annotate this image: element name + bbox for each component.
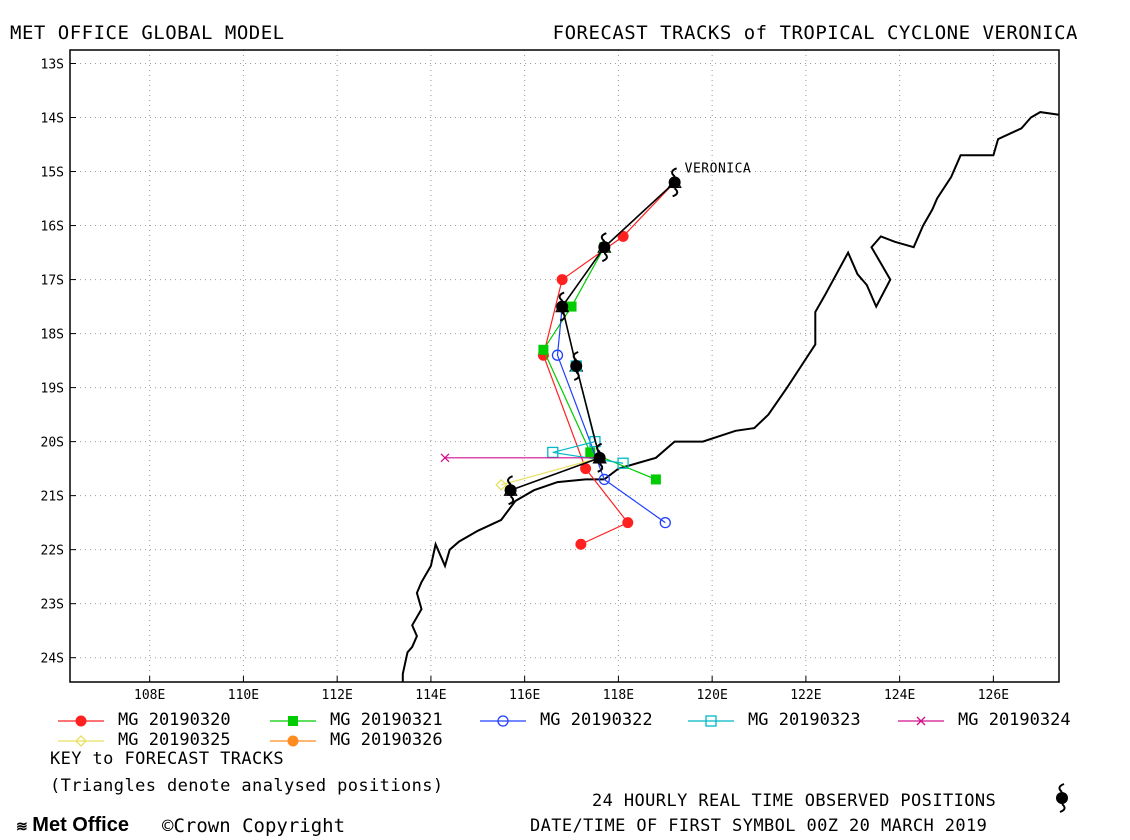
series-point (580, 463, 592, 475)
series-line (501, 457, 600, 486)
chart-title: FORECAST TRACKS of TROPICAL CYCLONE VERO… (552, 22, 1078, 44)
cyclone-track-map: 108E 110E 112E 114E 116E 118E 120E 122E 124E 126E… (41, 49, 1060, 700)
series-line (542, 181, 676, 545)
y-tick-label: 19S (41, 382, 64, 397)
axes: 108E 110E 112E 114E 116E 118E 120E 122E 124E 126E… (41, 49, 1060, 700)
legend-label: MG 20190324 (958, 710, 1071, 730)
x-tick-label: 108E (134, 688, 165, 700)
series-point (566, 301, 577, 312)
x-tick-label: 126E (978, 688, 1009, 700)
chart-left-title: MET OFFICE GLOBAL MODEL (10, 22, 285, 44)
cyclone-symbol-icon (504, 475, 517, 506)
observed-track (504, 167, 681, 506)
observed-track-line (510, 181, 676, 491)
cyclone-symbol-icon (1056, 783, 1068, 813)
x-tick-label: 114E (415, 688, 446, 700)
y-tick-label: 13S (41, 58, 64, 73)
legend-marker (916, 716, 926, 726)
series-point (538, 344, 549, 355)
y-tick-label: 15S (41, 166, 64, 181)
cyclone-symbol-icon (570, 351, 583, 381)
legend-swatch (688, 715, 734, 727)
y-tick-label: 14S (41, 112, 64, 127)
series-point (575, 538, 587, 550)
forecast-tracks (440, 174, 682, 550)
series-point (622, 517, 634, 529)
series-point (556, 274, 568, 286)
legend-label: MG 20190326 (330, 730, 443, 750)
legend-label: MG 20190322 (540, 710, 653, 730)
legend-swatch (270, 735, 316, 747)
series-point (495, 478, 508, 491)
series-point (617, 457, 629, 469)
cyclone-symbol-icon (593, 442, 606, 473)
grid-lines (70, 50, 1059, 682)
series-mg-20190322 (551, 299, 671, 529)
y-tick-label: 21S (41, 490, 64, 505)
x-tick-label: 110E (228, 688, 259, 700)
cyclone-symbol-icon (598, 232, 611, 263)
x-tick-label: 116E (509, 688, 540, 700)
legend-swatch (480, 715, 526, 727)
series-point (551, 349, 564, 361)
storm-label: VERONICA (685, 161, 752, 176)
legend-swatch (58, 715, 104, 727)
legend-label: MG 20190320 (118, 710, 231, 730)
legend-swatch (58, 735, 104, 747)
y-tick-label: 24S (41, 652, 64, 667)
series-point (598, 473, 610, 486)
met-office-logo: ≋ Met Office (16, 814, 129, 836)
plot-frame (69, 49, 1060, 683)
legend-marker (287, 735, 299, 747)
legend-label: MG 20190325 (118, 730, 231, 750)
legend-swatch (270, 716, 316, 726)
legend-marker (288, 716, 298, 726)
first-symbol-label: DATE/TIME OF FIRST SYMBOL 00Z 20 MARCH 2… (530, 816, 988, 836)
series-mg-20190324 (440, 450, 607, 464)
legend-label: MG 20190321 (330, 710, 443, 730)
legend-marker (75, 715, 87, 727)
x-tick-label: 118E (603, 688, 634, 700)
x-tick-label: 112E (322, 688, 353, 700)
cyclone-symbol-icon (668, 167, 681, 198)
series-point (617, 230, 629, 242)
y-tick-label: 23S (41, 598, 64, 613)
logo-text: Met Office (32, 814, 129, 836)
observed-label: 24 HOURLY REAL TIME OBSERVED POSITIONS (592, 791, 997, 811)
legend-label: MG 20190323 (748, 710, 861, 730)
x-tick-label: 120E (696, 688, 727, 700)
x-tick-label: 122E (790, 688, 821, 700)
copyright: ©Crown Copyright (162, 815, 346, 837)
legend-marker (75, 735, 87, 747)
y-tick-label: 16S (41, 220, 64, 235)
y-tick-label: 20S (41, 436, 64, 451)
series-point (659, 516, 671, 529)
series-point (650, 474, 661, 485)
series-point (440, 453, 450, 463)
key-title: KEY to FORECAST TRACKS (50, 749, 284, 769)
series-point (585, 447, 596, 458)
legend-marker (497, 715, 509, 727)
series-line (556, 306, 666, 524)
y-tick-label: 22S (41, 544, 64, 559)
key-note: (Triangles denote analysed positions) (50, 776, 444, 796)
cyclone-symbol-icon (556, 291, 569, 322)
coastline-path (401, 111, 1060, 682)
legend-marker (705, 715, 717, 727)
x-tick-label: 124E (884, 688, 915, 700)
y-tick-label: 18S (41, 328, 64, 343)
legend-swatch (898, 716, 944, 726)
coastline (401, 111, 1060, 682)
y-tick-label: 17S (41, 274, 64, 289)
